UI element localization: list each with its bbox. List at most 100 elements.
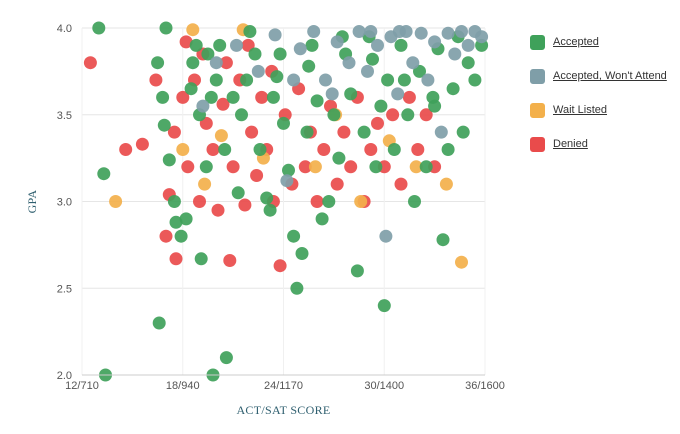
data-point[interactable] xyxy=(268,28,282,42)
data-point[interactable] xyxy=(282,163,295,177)
data-point[interactable] xyxy=(307,25,321,38)
data-point[interactable] xyxy=(193,195,206,208)
data-point[interactable] xyxy=(332,151,346,165)
data-point[interactable] xyxy=(273,259,287,273)
data-point[interactable] xyxy=(322,195,336,208)
data-point[interactable] xyxy=(196,99,210,113)
data-point[interactable] xyxy=(92,21,106,35)
data-point[interactable] xyxy=(455,25,468,38)
data-point[interactable] xyxy=(421,73,435,87)
legend-item-accepted[interactable]: Accepted xyxy=(530,34,667,50)
data-point[interactable] xyxy=(446,82,460,96)
data-point[interactable] xyxy=(361,64,374,78)
data-point[interactable] xyxy=(226,90,240,104)
data-point[interactable] xyxy=(461,56,475,70)
data-point[interactable] xyxy=(374,99,388,113)
data-point[interactable] xyxy=(204,90,218,104)
data-point[interactable] xyxy=(439,177,453,191)
data-point[interactable] xyxy=(381,73,395,87)
data-point[interactable] xyxy=(214,129,228,143)
data-point[interactable] xyxy=(209,73,223,87)
data-point[interactable] xyxy=(330,177,344,191)
data-point[interactable] xyxy=(245,125,259,139)
data-point[interactable] xyxy=(468,73,482,87)
data-point[interactable] xyxy=(344,87,358,101)
data-point[interactable] xyxy=(230,38,243,52)
data-point[interactable] xyxy=(364,143,378,156)
data-point[interactable] xyxy=(251,64,265,78)
data-point[interactable] xyxy=(305,38,319,52)
data-point[interactable] xyxy=(231,186,245,200)
data-point[interactable] xyxy=(119,143,133,156)
data-point[interactable] xyxy=(176,143,190,156)
data-point[interactable] xyxy=(167,195,181,208)
data-point[interactable] xyxy=(151,56,165,70)
data-point[interactable] xyxy=(216,97,230,111)
data-point[interactable] xyxy=(179,35,193,49)
data-point[interactable] xyxy=(135,137,149,151)
data-point[interactable] xyxy=(83,56,97,70)
data-point[interactable] xyxy=(174,229,188,243)
data-point[interactable] xyxy=(428,35,442,49)
data-point[interactable] xyxy=(310,94,324,108)
data-point[interactable] xyxy=(392,25,406,38)
data-point[interactable] xyxy=(293,42,307,56)
data-point[interactable] xyxy=(428,99,442,113)
data-point[interactable] xyxy=(152,316,166,330)
data-point[interactable] xyxy=(298,160,312,174)
data-point[interactable] xyxy=(319,73,332,87)
data-point[interactable] xyxy=(198,177,212,191)
data-point[interactable] xyxy=(366,52,379,66)
data-point[interactable] xyxy=(409,160,423,174)
data-point[interactable] xyxy=(441,26,455,40)
data-point[interactable] xyxy=(287,73,301,87)
data-point[interactable] xyxy=(243,25,257,38)
data-point[interactable] xyxy=(199,160,213,174)
data-point[interactable] xyxy=(179,212,193,226)
data-point[interactable] xyxy=(397,73,411,87)
data-point[interactable] xyxy=(302,59,316,73)
data-point[interactable] xyxy=(448,47,462,61)
data-point[interactable] xyxy=(408,195,421,208)
data-point[interactable] xyxy=(290,281,304,295)
data-point[interactable] xyxy=(149,73,163,87)
data-point[interactable] xyxy=(157,118,171,132)
data-point[interactable] xyxy=(414,26,428,40)
data-point[interactable] xyxy=(325,87,339,101)
data-point[interactable] xyxy=(436,233,450,247)
data-point[interactable] xyxy=(97,167,111,181)
data-point[interactable] xyxy=(213,38,227,52)
data-point[interactable] xyxy=(300,125,314,139)
data-point[interactable] xyxy=(248,47,262,61)
data-point[interactable] xyxy=(186,23,200,37)
data-point[interactable] xyxy=(394,38,408,52)
data-point[interactable] xyxy=(218,143,232,156)
data-point[interactable] xyxy=(350,264,364,278)
data-point[interactable] xyxy=(223,254,237,267)
data-point[interactable] xyxy=(270,70,284,84)
data-point[interactable] xyxy=(255,90,269,104)
data-point[interactable] xyxy=(209,56,223,70)
data-point[interactable] xyxy=(337,125,351,139)
data-point[interactable] xyxy=(377,299,391,313)
data-point[interactable] xyxy=(162,153,176,167)
data-point[interactable] xyxy=(369,160,383,174)
data-point[interactable] xyxy=(277,116,290,130)
data-point[interactable] xyxy=(186,56,200,70)
data-point[interactable] xyxy=(287,229,301,243)
data-point[interactable] xyxy=(411,143,425,156)
data-point[interactable] xyxy=(211,203,225,217)
data-point[interactable] xyxy=(357,125,371,139)
data-point[interactable] xyxy=(253,143,267,156)
legend-item-denied[interactable]: Denied xyxy=(530,136,667,152)
data-point[interactable] xyxy=(475,30,489,44)
data-point[interactable] xyxy=(419,108,433,122)
data-point[interactable] xyxy=(461,38,475,52)
data-point[interactable] xyxy=(371,38,384,52)
data-point[interactable] xyxy=(250,169,264,182)
data-point[interactable] xyxy=(406,56,420,70)
data-point[interactable] xyxy=(419,160,433,174)
data-point[interactable] xyxy=(240,73,254,87)
data-point[interactable] xyxy=(344,160,358,174)
data-point[interactable] xyxy=(235,108,248,122)
